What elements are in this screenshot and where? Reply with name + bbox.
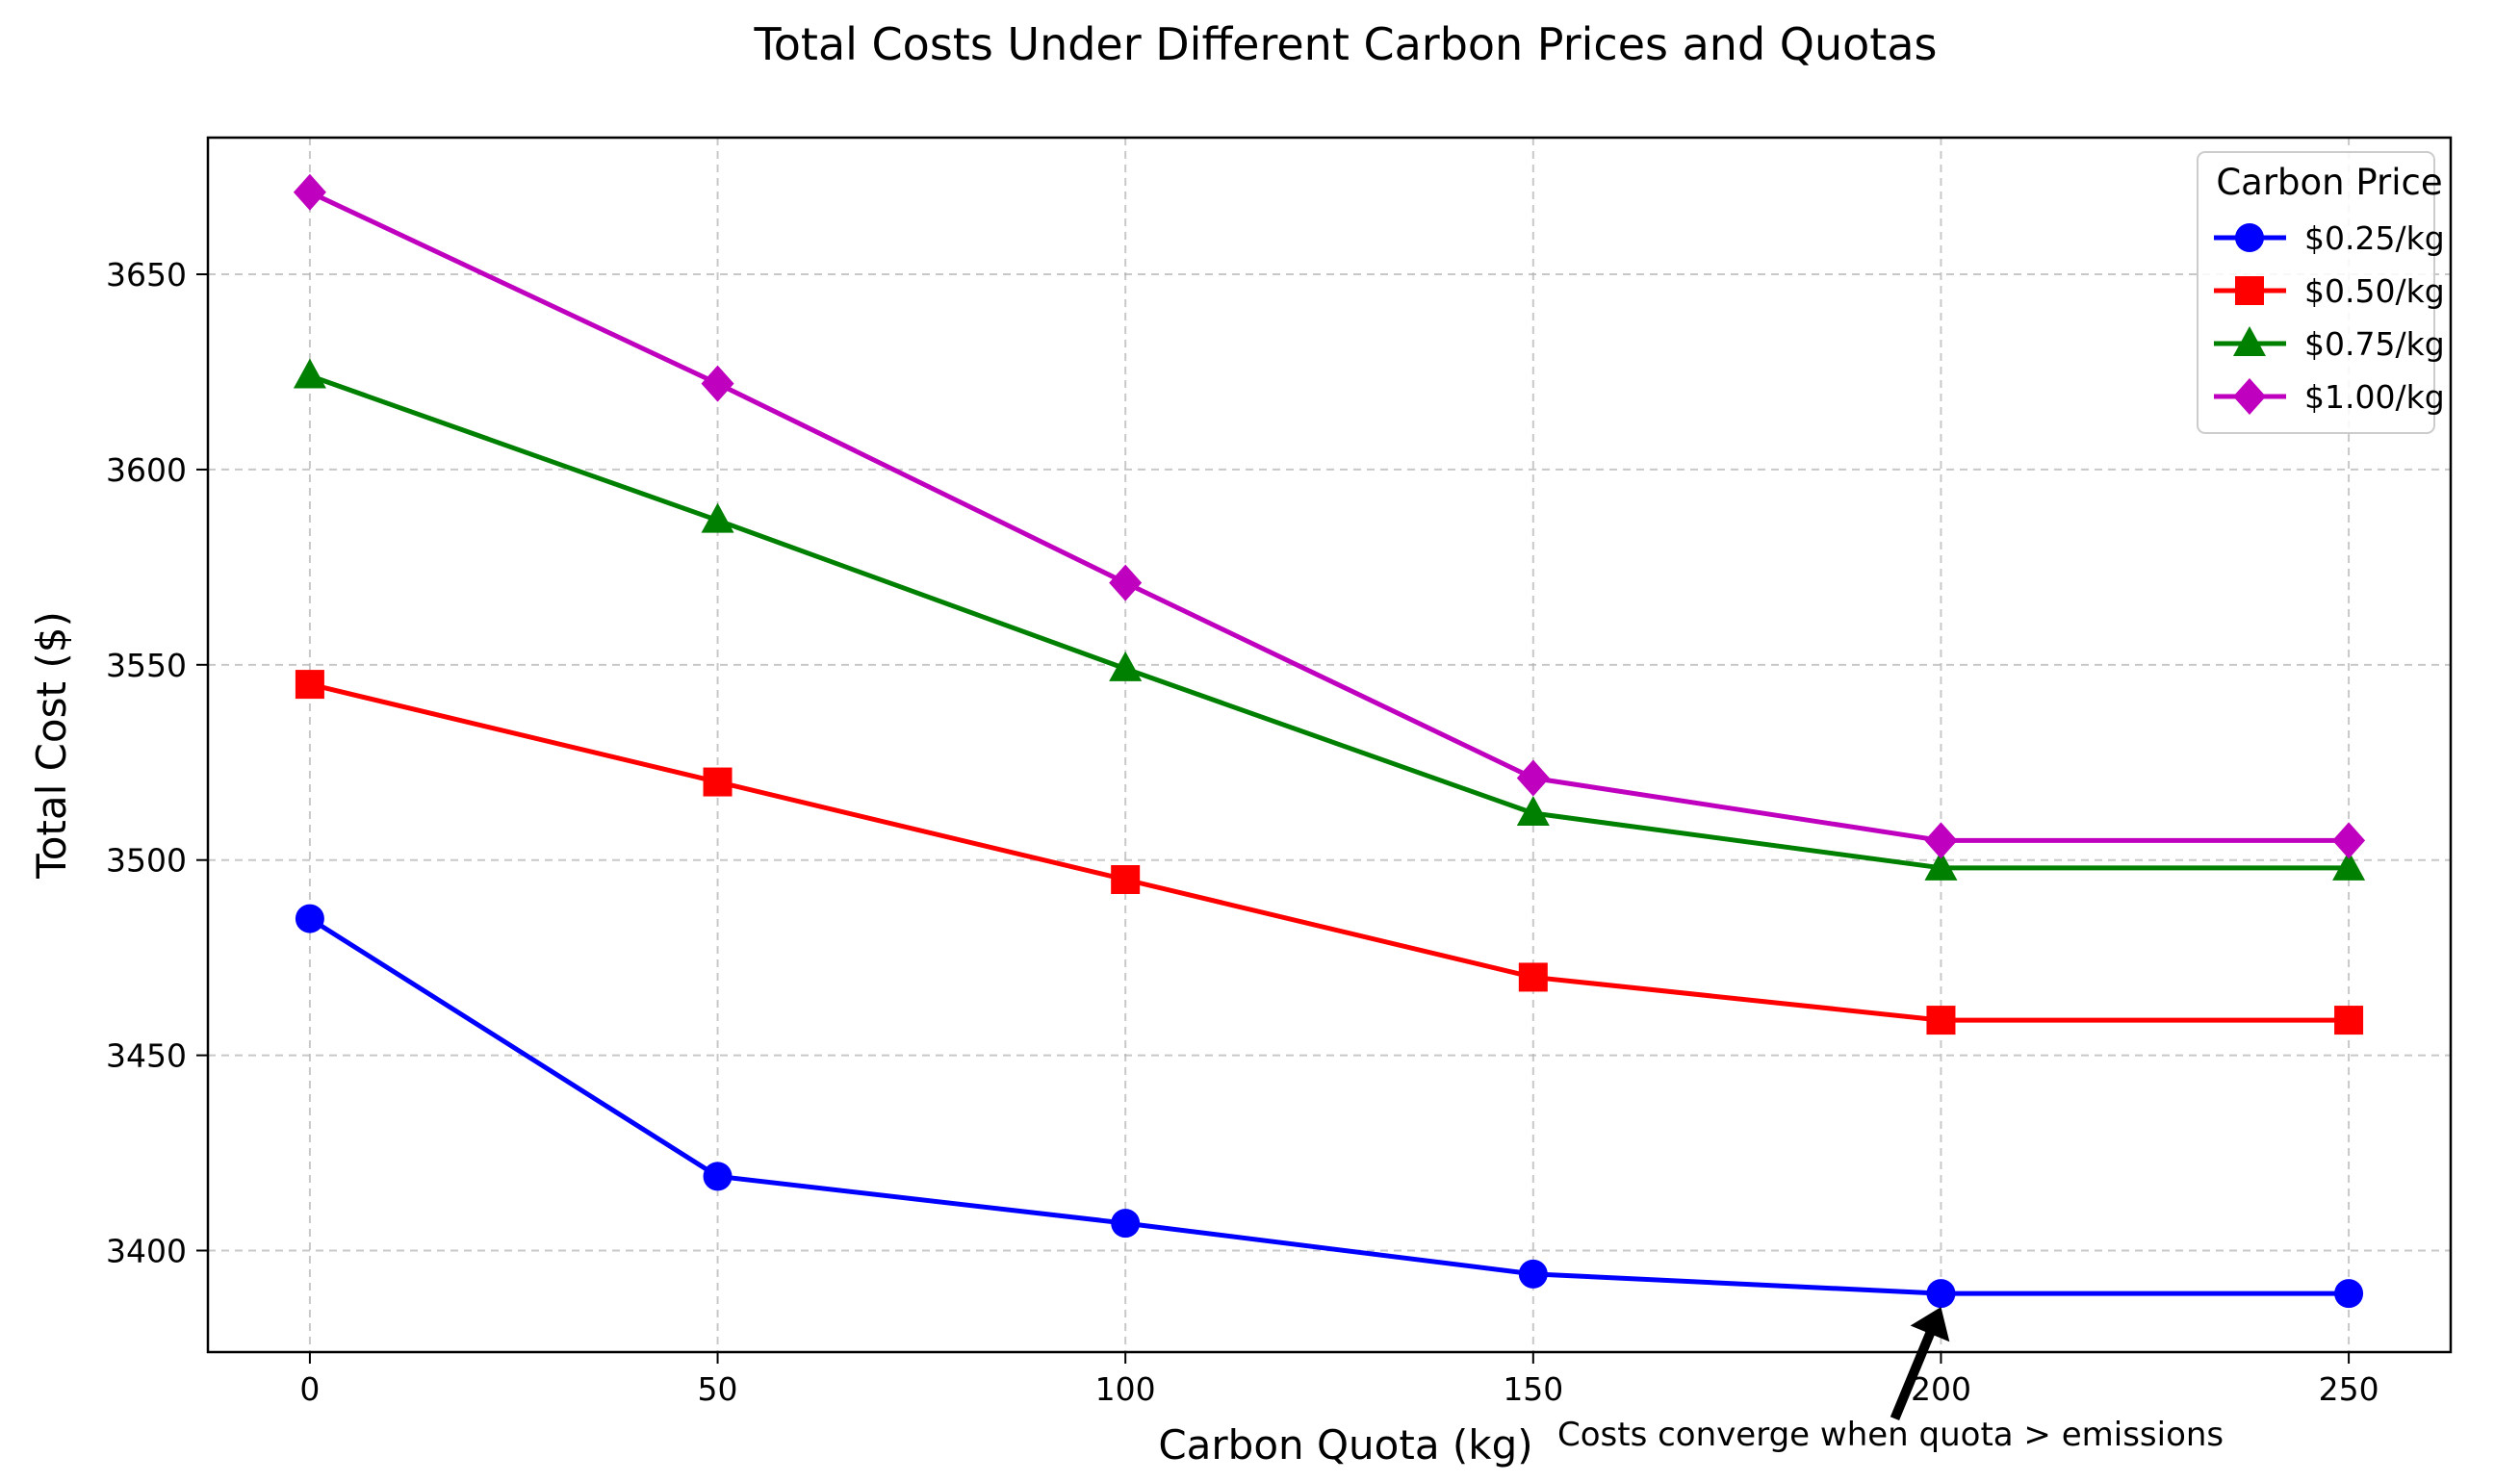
plot-frame (206, 136, 2453, 1354)
x-tick-label: 100 (1095, 1370, 1156, 1408)
plot-series (293, 173, 2366, 1309)
x-tick-label: 200 (1911, 1370, 1971, 1408)
annotation-text: Costs converge when quota > emissions (1557, 1416, 2224, 1454)
data-point (1518, 1259, 1548, 1289)
annotation-arrow (1890, 1307, 1950, 1421)
data-point (1111, 1209, 1141, 1239)
y-tick-label: 3400 (106, 1232, 187, 1269)
data-point (2334, 1279, 2364, 1309)
annotation: Costs converge when quota > emissions (1557, 1307, 2224, 1454)
x-tick-label: 50 (698, 1370, 738, 1408)
data-point (1516, 796, 1550, 827)
y-tick-label: 3600 (106, 451, 187, 489)
x-tick-label: 0 (299, 1370, 320, 1408)
data-point (1109, 564, 1143, 601)
series-line (308, 916, 2350, 1296)
data-point (701, 365, 734, 402)
series-$0.25/kg (295, 904, 2364, 1309)
axis-ticks: 0 50 100 150 200 250 3400 3450 3500 3550 3600 3650 (106, 256, 2379, 1408)
legend-marker (2233, 378, 2266, 415)
legend-marker (2235, 223, 2264, 252)
data-point (1924, 822, 1958, 859)
legend-label: $0.25/kg (2304, 219, 2445, 257)
data-point (1926, 1006, 1956, 1035)
data-point (2334, 1006, 2364, 1035)
data-point (703, 1162, 733, 1191)
series-$1.00/kg (293, 173, 2366, 859)
legend-label: $1.00/kg (2304, 378, 2445, 416)
series-$0.75/kg (293, 358, 2366, 881)
data-point (2332, 822, 2366, 859)
series-line (309, 373, 2350, 871)
legend: Carbon Price $0.25/kg $0.50/kg $0.75/kg $1.… (2197, 151, 2445, 434)
series-line (308, 190, 2350, 843)
legend-label: $0.50/kg (2304, 272, 2445, 310)
legend-marker (2235, 276, 2264, 305)
legend-entry: $0.25/kg (2214, 219, 2445, 257)
x-axis-label: Carbon Quota (kg) (1158, 1421, 1532, 1469)
legend-entry: $1.00/kg (2214, 378, 2445, 416)
data-point (1924, 850, 1958, 881)
data-point (1518, 962, 1548, 992)
data-point (1926, 1279, 1956, 1309)
data-point (1109, 651, 1143, 681)
legend-entry: $0.75/kg (2214, 325, 2445, 363)
data-point (293, 358, 326, 389)
y-axis-label: Total Cost ($) (28, 611, 75, 880)
data-point (1111, 864, 1141, 894)
legend-label: $0.75/kg (2304, 325, 2445, 363)
data-point (295, 670, 324, 700)
y-tick-label: 3550 (106, 647, 187, 684)
data-point (295, 904, 324, 933)
x-tick-label: 150 (1503, 1370, 1563, 1408)
legend-title: Carbon Price (2216, 162, 2442, 203)
grid (208, 138, 2451, 1352)
legend-entry: $0.50/kg (2214, 272, 2445, 310)
data-point (703, 767, 733, 797)
data-point (1516, 759, 1550, 797)
y-tick-label: 3450 (106, 1037, 187, 1075)
data-point (293, 173, 326, 211)
y-tick-label: 3650 (106, 256, 187, 294)
chart-title: Total Costs Under Different Carbon Price… (754, 18, 1938, 70)
data-point (701, 502, 734, 533)
x-tick-label: 250 (2319, 1370, 2379, 1408)
y-tick-label: 3500 (106, 842, 187, 880)
series-$0.50/kg (295, 670, 2364, 1035)
legend-marker (2233, 326, 2266, 356)
legend-box (2197, 151, 2435, 434)
series-line (309, 681, 2350, 1023)
data-point (2332, 850, 2366, 881)
